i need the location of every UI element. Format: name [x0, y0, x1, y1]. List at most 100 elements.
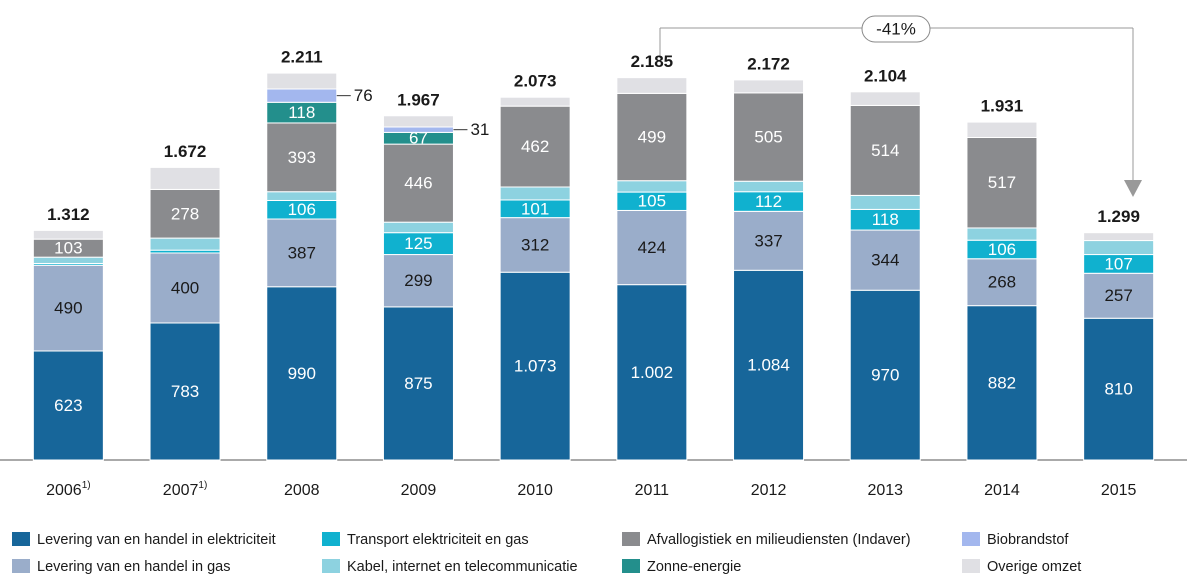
legend-swatch: [322, 559, 340, 573]
legend-label: Kabel, internet en telecommunicatie: [347, 559, 578, 575]
bar-segment: [616, 92, 688, 182]
total-label: 2.073: [514, 72, 557, 91]
bar-segment: [266, 191, 338, 201]
data-label: 118: [872, 210, 899, 229]
bar-segment: [149, 252, 221, 324]
data-label: 875: [404, 374, 432, 393]
data-label: 424: [638, 238, 666, 257]
x-tick-label: 2009: [401, 482, 437, 499]
category: 2008: [284, 482, 320, 499]
x-tick-label: 20061): [46, 480, 91, 500]
legend-swatch: [962, 532, 980, 546]
x-tick-label: 2010: [517, 482, 553, 499]
bar-segment: [966, 136, 1038, 229]
bar-segment: [616, 284, 688, 461]
category: 2015: [1101, 482, 1137, 499]
data-label: 514: [871, 141, 899, 160]
bar-segment: [266, 88, 338, 103]
bar-segment: [382, 306, 454, 461]
bar-segment: [733, 79, 805, 94]
bar-segment: [266, 218, 338, 288]
data-label: 299: [404, 271, 432, 290]
legend-label: Afvallogistiek en milieudiensten (Indave…: [647, 532, 911, 548]
bar-segment: [382, 115, 454, 128]
bar-segment: [149, 166, 221, 190]
data-label: 783: [171, 382, 199, 401]
bar-segment: [966, 121, 1038, 138]
legend-label: Biobrandstof: [987, 532, 1069, 548]
data-label: 490: [54, 299, 82, 318]
data-label: 623: [54, 396, 82, 415]
data-label: 268: [988, 273, 1016, 292]
category: 2010: [517, 482, 553, 499]
bar-segment: [32, 350, 104, 461]
bar-segment: [499, 271, 571, 461]
bar-segment: [32, 256, 104, 264]
total-label: 1.299: [1097, 207, 1140, 226]
total-label: 1.312: [47, 205, 90, 224]
x-tick-label: 20071): [163, 480, 208, 500]
data-label: 105: [638, 192, 666, 211]
legend-swatch: [622, 532, 640, 546]
bar-segment: [382, 221, 454, 234]
bar-segment: [849, 104, 921, 196]
legend-swatch: [322, 532, 340, 546]
data-label: 970: [871, 366, 899, 385]
bar-segment: [616, 77, 688, 94]
data-label: 118: [288, 103, 315, 122]
data-label: 112: [755, 192, 782, 211]
data-label: 446: [404, 174, 432, 193]
x-tick-label: 2013: [867, 482, 903, 499]
category: 2007: [163, 482, 199, 499]
bar-segment: [733, 269, 805, 461]
data-label: 1.073: [514, 357, 557, 376]
data-label: 344: [871, 251, 899, 270]
total-label: 1.931: [981, 97, 1024, 116]
data-label: 810: [1104, 380, 1132, 399]
bar-segment: [382, 126, 454, 133]
total-label: 2.185: [631, 52, 674, 71]
data-label: 517: [988, 173, 1016, 192]
bar-segment: [499, 217, 571, 273]
bar-segment: [966, 227, 1038, 241]
bar-segment: [1083, 240, 1155, 256]
data-label: 278: [171, 204, 199, 223]
bar-segment: [499, 186, 571, 201]
legend-swatch: [962, 559, 980, 573]
total-label: 2.104: [864, 66, 907, 85]
bar-segment: [266, 72, 338, 90]
legend-swatch: [12, 532, 30, 546]
data-label: 257: [1104, 286, 1132, 305]
data-label: 125: [404, 234, 432, 253]
bar-segment: [149, 322, 221, 461]
data-label: 882: [988, 373, 1016, 392]
data-label: 505: [754, 128, 782, 147]
data-label: 312: [521, 235, 549, 254]
bar-segment: [849, 289, 921, 461]
data-label: 76: [354, 86, 373, 105]
footnote-mark: 1): [82, 480, 91, 491]
x-tick-label: 2015: [1101, 482, 1137, 499]
bar-segment: [382, 143, 454, 223]
category: 2014: [984, 482, 1020, 499]
arrow-head: [1124, 180, 1142, 197]
annotation: -41%: [876, 19, 916, 38]
bar-segment: [733, 92, 805, 182]
data-label: 387: [288, 243, 316, 262]
bar-segment: [32, 229, 104, 240]
bar-segment: [499, 96, 571, 107]
legend-label: Levering van en handel in elektriciteit: [37, 532, 276, 548]
x-tick-label: 2008: [284, 482, 320, 499]
total-label: 2.172: [747, 54, 790, 73]
x-tick-label: 2014: [984, 482, 1020, 499]
category: 2013: [867, 482, 903, 499]
legend-label: Overige omzet: [987, 559, 1081, 575]
bar-segment: [616, 209, 688, 286]
bar-segment: [1083, 232, 1155, 242]
total-label: 1.672: [164, 142, 207, 161]
total-label: 1.967: [397, 90, 440, 109]
bar-segment: [849, 91, 921, 106]
category: 2006: [46, 482, 82, 499]
category: 2009: [401, 482, 437, 499]
